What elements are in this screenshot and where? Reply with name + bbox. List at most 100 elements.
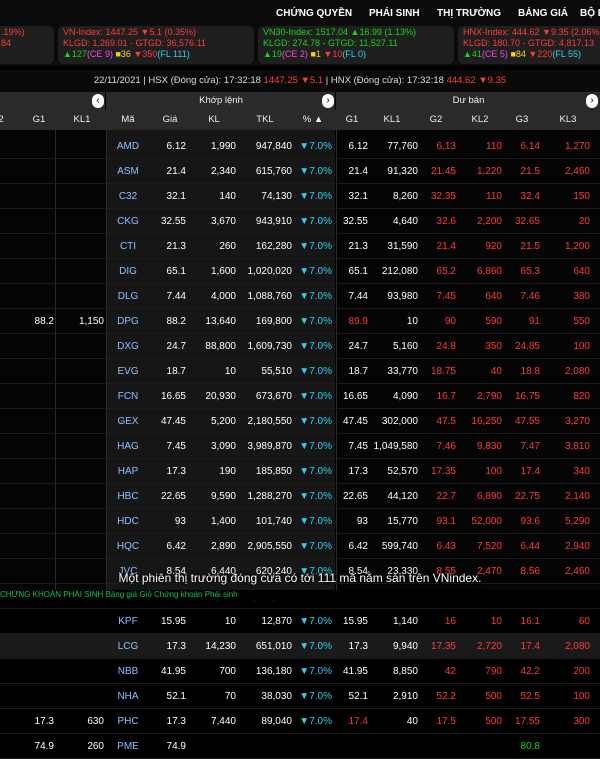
table-row[interactable]: HAP 17.3 190 185,850 ▼7.0% 17.3 52,570 17.35 100… [0, 459, 600, 484]
table-row[interactable]: 74.9 260 PME 74.9 80.8 [0, 734, 600, 759]
cell-g2: 32.6 [436, 216, 456, 227]
col-header-price[interactable]: Giá [162, 114, 178, 125]
cell-kl1: 40 [406, 716, 418, 727]
scroll-right-button[interactable]: › [322, 94, 334, 108]
table-row[interactable]: HQC 6.42 2,890 2,905,550 ▼7.0% 6.42 599,740 6.4… [0, 534, 600, 559]
cell-tkl: 3,989,870 [247, 441, 293, 452]
table-row[interactable]: CTI 21.3 260 162,280 ▼7.0% 21.3 31,590 21.4 920 2… [0, 234, 600, 259]
header-ask-group: Dư bán [337, 92, 600, 110]
table-row[interactable]: CKG 32.55 3,670 943,910 ▼7.0% 32.55 4,640 32.6 2… [0, 209, 600, 234]
index-card-vnindex[interactable]: VN-Index: 1447.25 ▼5.1 (0.35%) KLGD: 1,2… [58, 26, 254, 64]
col-header-ask-g2[interactable]: G2 [429, 114, 443, 125]
table-row[interactable]: AMD 6.12 1,990 947,840 ▼7.0% 6.12 77,760 6.13 11… [0, 134, 600, 159]
cell-kl: 2,890 [210, 541, 236, 552]
scroll-left-button[interactable]: ‹ [92, 94, 104, 108]
col-header-volume[interactable]: KL [208, 114, 220, 125]
table-row[interactable]: HAG 7.45 3,090 3,989,870 ▼7.0% 7.45 1,049,580 7… [0, 434, 600, 459]
cell-g1: 17.3 [348, 466, 368, 477]
cell-sym[interactable]: CKG [117, 216, 139, 227]
cell-sym[interactable]: HBC [117, 491, 139, 502]
cell-kl1: 4,640 [392, 216, 418, 227]
cell-sym[interactable]: PME [117, 741, 139, 752]
table-row[interactable]: NHA 52.1 70 38,030 ▼7.0% 52.1 2,910 52.2 500 52.5… [0, 684, 600, 709]
vnindex-title: VN-Index: 1447.25 ▼5.1 (0.35%) [63, 27, 196, 37]
col-header-ask-kl3[interactable]: KL3 [559, 114, 577, 125]
col-header-percent-sort[interactable]: % ▲ [302, 114, 324, 125]
table-row[interactable]: 88.2 1,150 DPG 88.2 13,640 169,800 ▼7.0% 89.9 10… [0, 309, 600, 334]
cell-sym[interactable]: ASM [117, 166, 139, 177]
index-card-partial[interactable]: .19%) 84 [0, 26, 54, 64]
cell-tkl: 101,740 [255, 516, 292, 527]
nav-phai-sinh[interactable]: PHÁI SINH [369, 8, 420, 19]
col-header-left-g1[interactable]: G1 [32, 114, 46, 125]
cell-sym[interactable]: NBB [117, 666, 139, 677]
table-row[interactable]: LCG 17.3 14,230 651,010 ▼7.0% 17.3 9,940 17.35 2… [0, 634, 600, 659]
cell-sym[interactable]: HAP [117, 466, 139, 477]
table-row[interactable]: JVC 8.54 6,440 620,240 ▼7.0% 8.54 23,330 8.55 2,… [0, 559, 600, 584]
cell-tkl: 943,910 [255, 216, 292, 227]
nav-chung-quyen[interactable]: CHỨNG QUYỀN [276, 8, 353, 19]
cell-kl1: 52,570 [387, 466, 418, 477]
table-row[interactable]: DLG 7.44 4,000 1,088,760 ▼7.0% 7.44 93,980 7.45… [0, 284, 600, 309]
cell-sym[interactable]: KPF [118, 616, 138, 627]
col-header-total-volume[interactable]: TKL [256, 114, 274, 125]
col-header-symbol[interactable]: Mã [121, 114, 135, 125]
cell-sym[interactable]: C32 [118, 191, 138, 202]
cell-price: 65.1 [166, 266, 186, 277]
table-row[interactable]: EVG 18.7 10 55,510 ▼7.0% 18.7 33,770 18.75 40 18.… [0, 359, 600, 384]
cell-sym[interactable]: GEX [117, 416, 139, 427]
index-card-vn30[interactable]: VN30-Index: 1517.04 ▲16.99 (1.13%) KLGD:… [258, 26, 454, 64]
cell-sym[interactable]: FCN [117, 391, 139, 402]
cell-kl2: 2,720 [476, 641, 502, 652]
hnx-status-value: 444.62 [446, 75, 476, 86]
cell-price: 16.65 [160, 391, 186, 402]
cell-sym[interactable]: CTI [119, 241, 137, 252]
table-row[interactable]: 17.3 630 PHC 17.3 7,440 89,040 ▼7.0% 17.4 40 17.5… [0, 709, 600, 734]
cell-sym[interactable]: DPG [117, 316, 139, 327]
cell-sym[interactable]: NHA [117, 691, 139, 702]
table-row[interactable]: HDC 93 1,400 101,740 ▼7.0% 93 15,770 93.1 52,000… [0, 509, 600, 534]
cell-sym[interactable]: HQC [116, 541, 140, 552]
table-row[interactable]: NBB 41.95 700 136,180 ▼7.0% 41.95 8,850 42 790 42… [0, 659, 600, 684]
table-row[interactable]: DIG 65.1 1,600 1,020,020 ▼7.0% 65.1 212,080 65.… [0, 259, 600, 284]
cell-kl: 14,230 [205, 641, 236, 652]
table-row[interactable]: C32 32.1 140 74,130 ▼7.0% 32.1 8,260 32.35 110 32… [0, 184, 600, 209]
table-row[interactable]: GEX 47.45 5,200 2,180,550 ▼7.0% 47.45 302,000 4… [0, 409, 600, 434]
cell-kl3: 2,080 [564, 641, 590, 652]
table-row[interactable]: ASM 21.4 2,340 615,760 ▼7.0% 21.4 91,320 21.45 1… [0, 159, 600, 184]
cell-sym[interactable]: HDC [117, 516, 139, 527]
index-card-hnx[interactable]: HNX-Index: 444.62 ▼9.35 (2.06%) KLGD: 18… [458, 26, 600, 64]
col-header-ask-g1[interactable]: G1 [345, 114, 359, 125]
nav-bang-gia[interactable]: BẢNG GIÁ [518, 8, 568, 19]
cell-sym[interactable]: EVG [117, 366, 139, 377]
table-row[interactable]: DXG 24.7 88,800 1,609,730 ▼7.0% 24.7 5,160 24.8… [0, 334, 600, 359]
table-row[interactable]: FCN 16.65 20,930 673,670 ▼7.0% 16.65 4,090 16.7… [0, 384, 600, 409]
table-row[interactable]: KPF 15.95 10 12,870 ▼7.0% 15.95 1,140 16 10 16.1 6… [0, 609, 600, 634]
cell-kl3: 20 [578, 216, 590, 227]
cell-sym[interactable]: HAG [117, 441, 139, 452]
col-header-left-kl1[interactable]: KL1 [73, 114, 91, 125]
table-row[interactable]: HBC 22.65 9,590 1,288,270 ▼7.0% 22.65 44,120 22… [0, 484, 600, 509]
cell-sym[interactable]: DXG [117, 341, 139, 352]
cell-lg1 [18, 634, 54, 659]
scroll-right-end-button[interactable]: › [586, 94, 598, 108]
cell-sym[interactable]: PHC [117, 716, 139, 727]
nav-bo-loc[interactable]: BỘ L [580, 8, 600, 19]
cell-g3: 21.5 [520, 241, 540, 252]
col-header-ask-kl1[interactable]: KL1 [383, 114, 401, 125]
cell-sym[interactable]: DLG [117, 291, 139, 302]
cell-sym[interactable]: DIG [119, 266, 137, 277]
cell-kl: 20,930 [205, 391, 236, 402]
col-header-ask-g3[interactable]: G3 [515, 114, 529, 125]
cell-kl1: 5,160 [392, 341, 418, 352]
cell-sym[interactable]: LCG [117, 641, 139, 652]
col-header-ask-kl2[interactable]: KL2 [471, 114, 489, 125]
cell-sym[interactable]: JVC [118, 566, 138, 577]
nav-thi-truong[interactable]: THỊ TRƯỜNG [437, 8, 502, 19]
hsx-status-value: 1447.25 [263, 75, 298, 86]
col-header-left-g2[interactable]: 2 [0, 114, 4, 125]
cell-kl1: 1,049,580 [373, 441, 419, 452]
cell-g2: 90 [444, 316, 456, 327]
cell-pct: ▼7.0% [299, 516, 332, 527]
cell-sym[interactable]: AMD [116, 141, 140, 152]
